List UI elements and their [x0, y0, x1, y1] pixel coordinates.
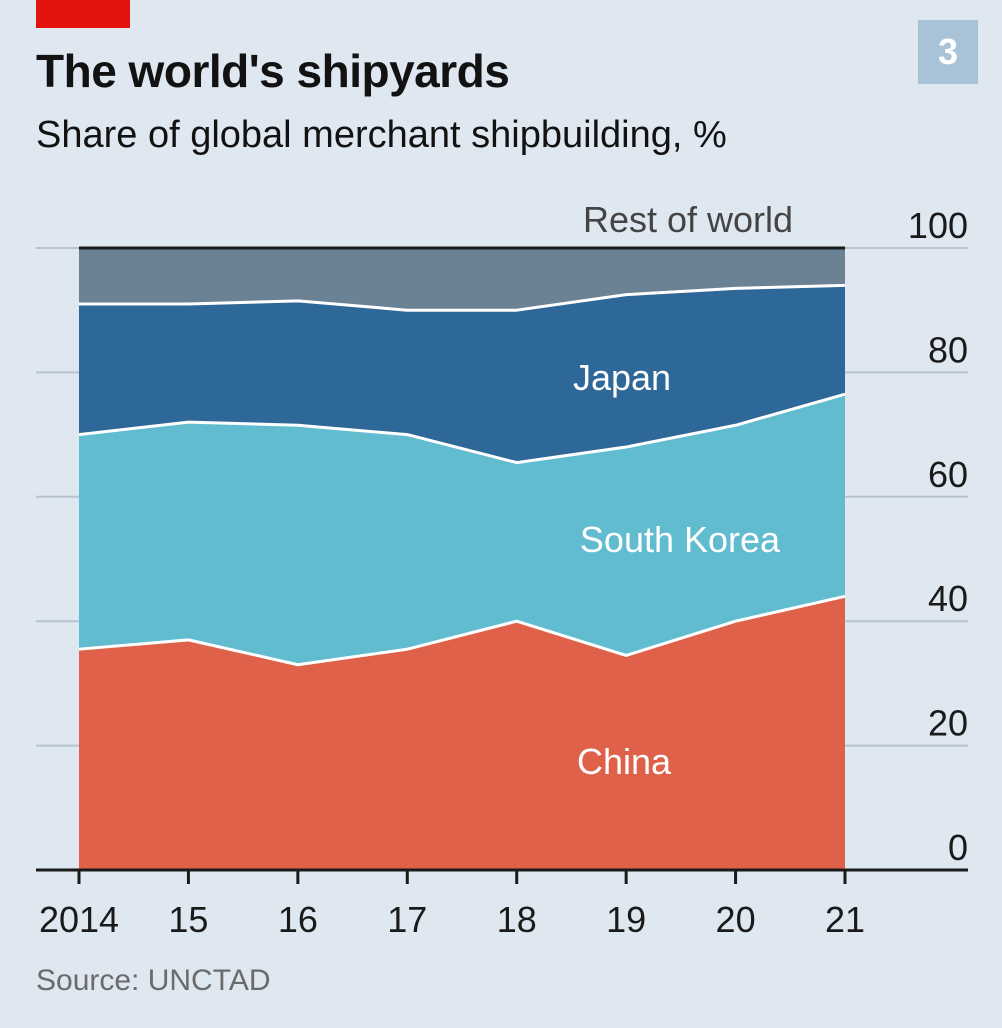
area-japan	[79, 285, 845, 463]
x-tick-label-2020: 20	[716, 899, 756, 940]
source-note: Source: UNCTAD	[36, 964, 271, 997]
y-tick-label-80: 80	[928, 329, 968, 370]
y-tick-label-20: 20	[928, 703, 968, 744]
y-tick-label-40: 40	[928, 578, 968, 619]
chart-number-badge: 3	[918, 20, 978, 84]
series-label-china: China	[577, 741, 672, 782]
series-label-japan: Japan	[573, 357, 671, 398]
series-label-south-korea: South Korea	[580, 519, 781, 560]
y-tick-label-60: 60	[928, 454, 968, 495]
area-rest-of-world	[79, 248, 845, 311]
x-tick-label-2019: 19	[606, 899, 646, 940]
y-tick-label-100: 100	[908, 205, 968, 246]
area-south-korea	[79, 394, 845, 665]
x-tick-label-2021: 21	[825, 899, 865, 940]
boundary-south-korea	[78, 392, 846, 465]
series-label-rest-of-world: Rest of world	[583, 199, 793, 240]
x-tick-label-2016: 16	[278, 899, 318, 940]
y-tick-label-0: 0	[948, 827, 968, 868]
boundary-china	[78, 594, 846, 667]
brand-accent-bar	[36, 0, 130, 28]
x-tick-label-2014: 2014	[39, 899, 119, 940]
area-china	[79, 596, 845, 870]
x-tick-label-2017: 17	[387, 899, 427, 940]
chart-title: The world's shipyards	[36, 45, 510, 97]
x-tick-label-2018: 18	[497, 899, 537, 940]
x-tick-label-2015: 15	[168, 899, 208, 940]
boundary-japan	[79, 283, 846, 312]
chart-subtitle: Share of global merchant shipbuilding, %	[36, 114, 727, 156]
